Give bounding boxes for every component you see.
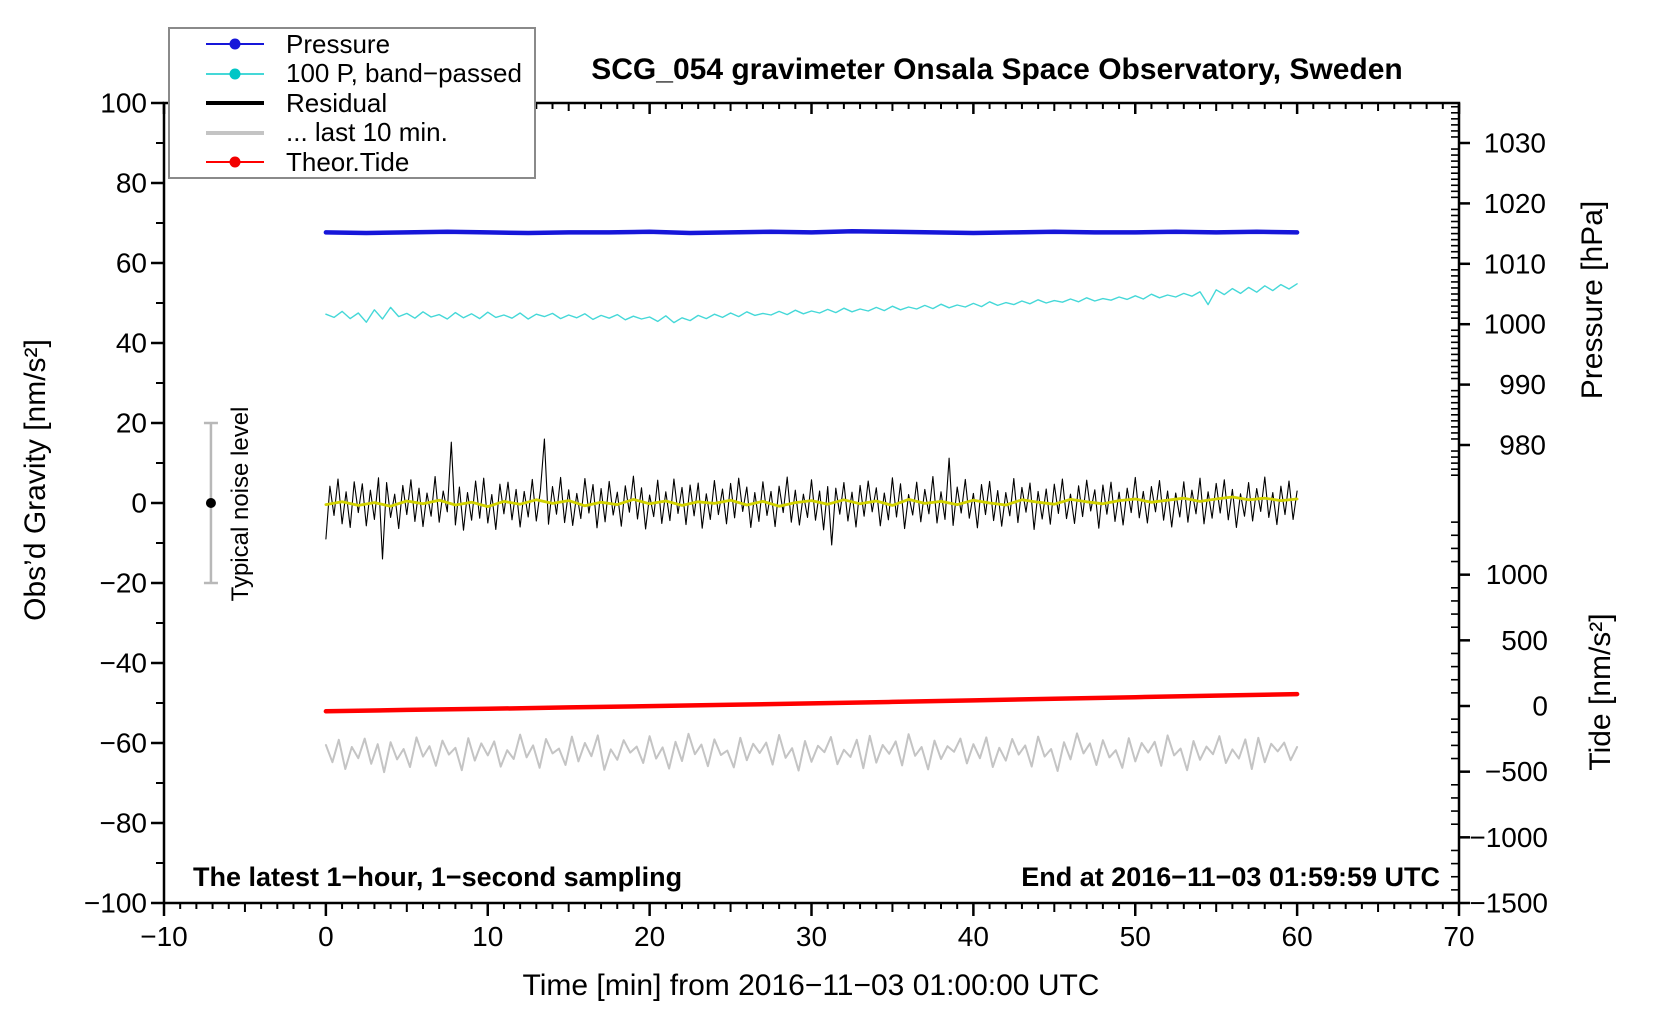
svg-text:20: 20 (634, 921, 665, 952)
svg-text:−40: −40 (100, 648, 148, 679)
series-line-pressure (323, 228, 1300, 236)
svg-text:50: 50 (1120, 921, 1151, 952)
series-lines (323, 228, 1300, 774)
svg-text:60: 60 (1282, 921, 1313, 952)
legend: Pressure 100 P, band−passed Residual ...… (168, 27, 536, 179)
pressure-axis-title: Pressure [hPa] (1576, 200, 1609, 400)
series-line-p_band (325, 283, 1298, 324)
svg-text:−80: −80 (100, 808, 148, 839)
series-line-last10 (324, 732, 1299, 774)
residual-line-sample-icon (206, 96, 264, 110)
pressure-line-sample-icon (206, 37, 264, 51)
svg-text:70: 70 (1443, 921, 1474, 952)
svg-text:−1500: −1500 (1469, 888, 1548, 919)
svg-text:0: 0 (318, 921, 334, 952)
series-line-residual (325, 438, 1298, 560)
pressure-axis-ticks: 1030 1020 1010 1000 990 980 (1451, 105, 1546, 477)
svg-text:1000: 1000 (1486, 559, 1548, 590)
svg-text:−100: −100 (84, 888, 147, 919)
series-line-residual_smooth (324, 495, 1299, 509)
svg-text:−500: −500 (1485, 756, 1548, 787)
svg-text:500: 500 (1501, 625, 1548, 656)
svg-text:−20: −20 (100, 568, 148, 599)
svg-text:20: 20 (116, 408, 147, 439)
time-axis-title: Time [min] from 2016−11−03 01:00:00 UTC (522, 969, 1100, 1002)
svg-text:1000: 1000 (1484, 309, 1546, 340)
legend-label-theor-tide: Theor.Tide (286, 146, 410, 177)
plot-frame (162, 101, 1461, 905)
tide-axis-ticks: 1000 500 0 −500 −1000 −1500 (1451, 521, 1548, 919)
legend-row-last10: ... last 10 min. (170, 117, 534, 147)
noise-level-label: Typical noise level (227, 406, 254, 602)
svg-text:40: 40 (116, 328, 147, 359)
svg-text:0: 0 (1532, 691, 1548, 722)
svg-text:1030: 1030 (1484, 128, 1546, 159)
page-title: SCG_054 gravimeter Onsala Space Observat… (591, 53, 1403, 86)
svg-text:−1000: −1000 (1469, 822, 1548, 853)
sampling-annotation: The latest 1−hour, 1−second sampling (193, 862, 683, 892)
svg-text:60: 60 (116, 248, 147, 279)
end-time-annotation: End at 2016−11−03 01:59:59 UTC (1021, 862, 1440, 892)
noise-error-bar (203, 421, 218, 585)
svg-text:980: 980 (1499, 430, 1546, 461)
theor-tide-line-sample-icon (206, 155, 264, 169)
gravity-axis-ticks: −100 −80 −60 −40 −20 0 20 40 60 80 100 (84, 88, 164, 919)
legend-row-theor-tide: Theor.Tide (170, 146, 534, 177)
svg-text:1020: 1020 (1484, 188, 1546, 219)
gravity-axis-title: Obs’d Gravity [nm/s²] (19, 339, 52, 621)
svg-text:−10: −10 (140, 921, 188, 952)
legend-label-pressure: Pressure (286, 28, 391, 59)
legend-label-band-passed: 100 P, band−passed (286, 58, 522, 88)
svg-text:80: 80 (116, 168, 147, 199)
svg-text:990: 990 (1499, 369, 1546, 400)
tide-axis-title: Tide [nm/s²] (1584, 613, 1617, 771)
legend-row-residual: Residual (170, 87, 534, 118)
svg-text:40: 40 (958, 921, 989, 952)
band-passed-line-sample-icon (206, 67, 264, 81)
svg-text:−60: −60 (100, 728, 148, 759)
legend-label-last10: ... last 10 min. (286, 117, 448, 147)
legend-label-residual: Residual (286, 87, 388, 118)
svg-text:10: 10 (472, 921, 503, 952)
svg-text:0: 0 (131, 488, 147, 519)
svg-text:1010: 1010 (1484, 248, 1546, 279)
legend-row-band-passed: 100 P, band−passed (170, 58, 534, 88)
svg-text:100: 100 (100, 88, 147, 119)
svg-text:30: 30 (796, 921, 827, 952)
legend-row-pressure: Pressure (170, 28, 534, 59)
last10-line-sample-icon (206, 126, 264, 140)
series-line-theor_tide (323, 691, 1300, 714)
